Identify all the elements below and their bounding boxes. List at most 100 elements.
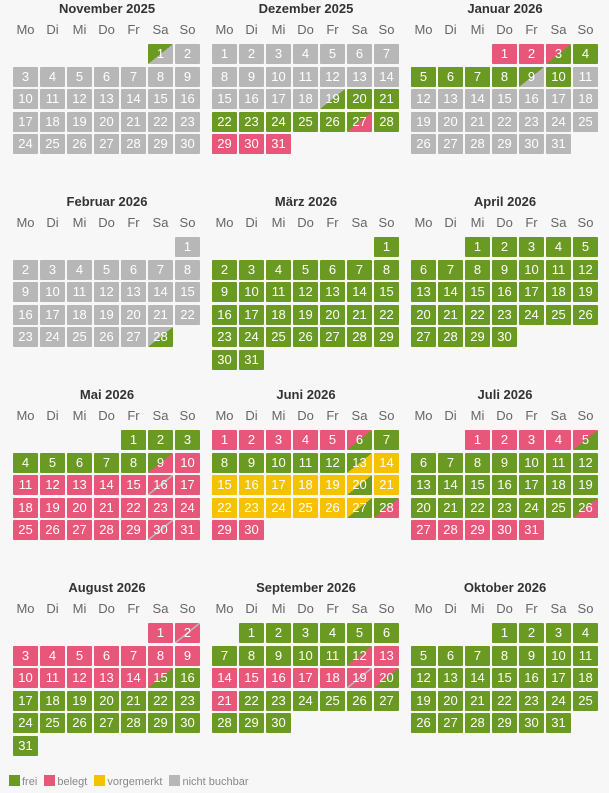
day-cell[interactable]: 1 bbox=[374, 237, 399, 257]
day-cell[interactable]: 21 bbox=[347, 305, 372, 325]
day-cell[interactable]: 21 bbox=[465, 691, 490, 711]
day-cell[interactable]: 3 bbox=[546, 623, 571, 643]
day-cell[interactable]: 9 bbox=[212, 282, 237, 302]
day-cell[interactable]: 18 bbox=[266, 305, 291, 325]
day-cell[interactable]: 20 bbox=[374, 668, 399, 688]
day-cell[interactable]: 28 bbox=[374, 112, 399, 132]
day-cell[interactable]: 3 bbox=[40, 260, 65, 280]
day-cell[interactable]: 4 bbox=[546, 237, 571, 257]
day-cell[interactable]: 1 bbox=[212, 430, 237, 450]
day-cell[interactable]: 26 bbox=[573, 305, 598, 325]
day-cell[interactable]: 20 bbox=[411, 498, 436, 518]
day-cell[interactable]: 9 bbox=[175, 67, 200, 87]
day-cell[interactable]: 31 bbox=[13, 736, 38, 756]
day-cell[interactable]: 14 bbox=[374, 453, 399, 473]
day-cell[interactable]: 10 bbox=[13, 668, 38, 688]
day-cell[interactable]: 12 bbox=[347, 646, 372, 666]
day-cell[interactable]: 17 bbox=[519, 282, 544, 302]
day-cell[interactable]: 15 bbox=[374, 282, 399, 302]
day-cell[interactable]: 28 bbox=[347, 327, 372, 347]
day-cell[interactable]: 14 bbox=[374, 67, 399, 87]
day-cell[interactable]: 27 bbox=[94, 713, 119, 733]
day-cell[interactable]: 28 bbox=[438, 327, 463, 347]
day-cell[interactable]: 6 bbox=[94, 67, 119, 87]
day-cell[interactable]: 26 bbox=[347, 691, 372, 711]
day-cell[interactable]: 10 bbox=[175, 453, 200, 473]
day-cell[interactable]: 15 bbox=[121, 475, 146, 495]
day-cell[interactable]: 15 bbox=[212, 475, 237, 495]
day-cell[interactable]: 8 bbox=[492, 646, 517, 666]
day-cell[interactable]: 17 bbox=[546, 89, 571, 109]
day-cell[interactable]: 13 bbox=[411, 282, 436, 302]
day-cell[interactable]: 28 bbox=[374, 498, 399, 518]
day-cell[interactable]: 15 bbox=[465, 282, 490, 302]
day-cell[interactable]: 28 bbox=[438, 520, 463, 540]
day-cell[interactable]: 30 bbox=[212, 350, 237, 370]
day-cell[interactable]: 15 bbox=[465, 475, 490, 495]
day-cell[interactable]: 31 bbox=[519, 520, 544, 540]
day-cell[interactable]: 9 bbox=[239, 453, 264, 473]
day-cell[interactable]: 21 bbox=[121, 112, 146, 132]
day-cell[interactable]: 16 bbox=[239, 475, 264, 495]
day-cell[interactable]: 19 bbox=[293, 305, 318, 325]
day-cell[interactable]: 10 bbox=[546, 646, 571, 666]
day-cell[interactable]: 20 bbox=[438, 691, 463, 711]
day-cell[interactable]: 3 bbox=[239, 260, 264, 280]
day-cell[interactable]: 13 bbox=[347, 453, 372, 473]
day-cell[interactable]: 1 bbox=[492, 44, 517, 64]
day-cell[interactable]: 27 bbox=[347, 112, 372, 132]
day-cell[interactable]: 13 bbox=[67, 475, 92, 495]
day-cell[interactable]: 7 bbox=[121, 646, 146, 666]
day-cell[interactable]: 24 bbox=[40, 327, 65, 347]
day-cell[interactable]: 10 bbox=[519, 260, 544, 280]
day-cell[interactable]: 6 bbox=[411, 260, 436, 280]
day-cell[interactable]: 4 bbox=[40, 67, 65, 87]
day-cell[interactable]: 23 bbox=[239, 112, 264, 132]
day-cell[interactable]: 29 bbox=[465, 327, 490, 347]
day-cell[interactable]: 31 bbox=[175, 520, 200, 540]
day-cell[interactable]: 28 bbox=[94, 520, 119, 540]
day-cell[interactable]: 20 bbox=[121, 305, 146, 325]
day-cell[interactable]: 6 bbox=[411, 453, 436, 473]
day-cell[interactable]: 28 bbox=[465, 713, 490, 733]
day-cell[interactable]: 22 bbox=[239, 691, 264, 711]
day-cell[interactable]: 27 bbox=[347, 498, 372, 518]
day-cell[interactable]: 25 bbox=[40, 134, 65, 154]
day-cell[interactable]: 19 bbox=[94, 305, 119, 325]
day-cell[interactable]: 8 bbox=[492, 67, 517, 87]
day-cell[interactable]: 13 bbox=[374, 646, 399, 666]
day-cell[interactable]: 24 bbox=[519, 305, 544, 325]
day-cell[interactable]: 21 bbox=[94, 498, 119, 518]
day-cell[interactable]: 23 bbox=[175, 691, 200, 711]
day-cell[interactable]: 23 bbox=[266, 691, 291, 711]
day-cell[interactable]: 1 bbox=[465, 430, 490, 450]
day-cell[interactable]: 12 bbox=[67, 668, 92, 688]
day-cell[interactable]: 29 bbox=[492, 134, 517, 154]
day-cell[interactable]: 21 bbox=[438, 498, 463, 518]
day-cell[interactable]: 20 bbox=[411, 305, 436, 325]
day-cell[interactable]: 22 bbox=[121, 498, 146, 518]
day-cell[interactable]: 20 bbox=[94, 112, 119, 132]
day-cell[interactable]: 1 bbox=[492, 623, 517, 643]
day-cell[interactable]: 13 bbox=[94, 668, 119, 688]
day-cell[interactable]: 4 bbox=[573, 44, 598, 64]
day-cell[interactable]: 21 bbox=[374, 475, 399, 495]
day-cell[interactable]: 22 bbox=[148, 691, 173, 711]
day-cell[interactable]: 26 bbox=[67, 134, 92, 154]
day-cell[interactable]: 12 bbox=[320, 67, 345, 87]
day-cell[interactable]: 30 bbox=[492, 520, 517, 540]
day-cell[interactable]: 22 bbox=[175, 305, 200, 325]
day-cell[interactable]: 2 bbox=[492, 237, 517, 257]
day-cell[interactable]: 25 bbox=[293, 112, 318, 132]
day-cell[interactable]: 4 bbox=[320, 623, 345, 643]
day-cell[interactable]: 22 bbox=[374, 305, 399, 325]
day-cell[interactable]: 29 bbox=[492, 713, 517, 733]
day-cell[interactable]: 17 bbox=[13, 112, 38, 132]
day-cell[interactable]: 16 bbox=[492, 282, 517, 302]
day-cell[interactable]: 21 bbox=[148, 305, 173, 325]
day-cell[interactable]: 21 bbox=[438, 305, 463, 325]
day-cell[interactable]: 9 bbox=[175, 646, 200, 666]
day-cell[interactable]: 4 bbox=[546, 430, 571, 450]
day-cell[interactable]: 17 bbox=[40, 305, 65, 325]
day-cell[interactable]: 21 bbox=[212, 691, 237, 711]
